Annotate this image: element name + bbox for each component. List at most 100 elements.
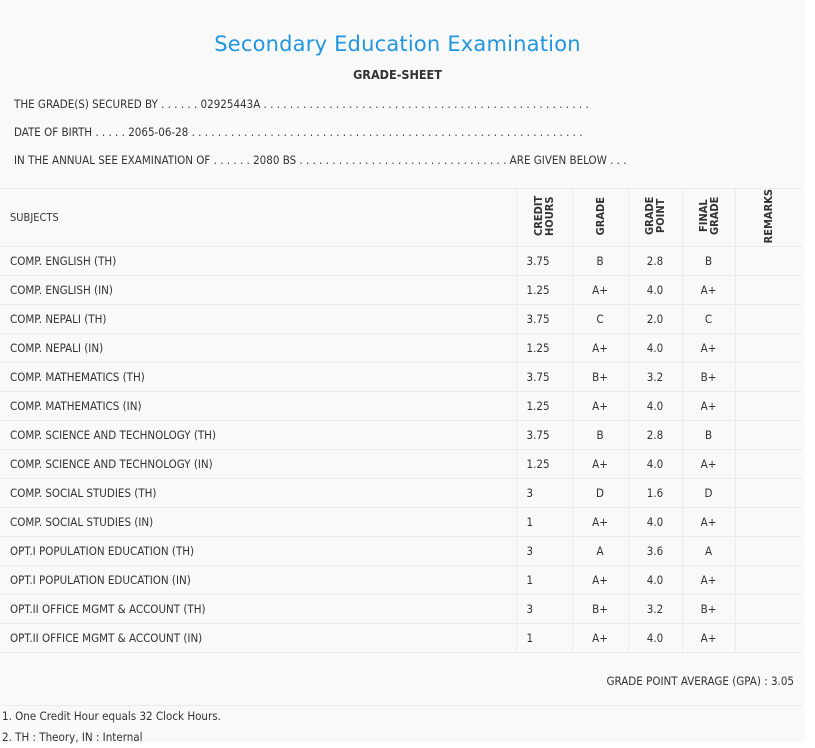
grade-point-cell: 4.0 [627, 275, 682, 305]
grade-point-cell: 2.8 [627, 420, 682, 450]
table-row: COMP. ENGLISH (IN) 1.25 A+ 4.0 A+ [0, 275, 802, 305]
grade-point-cell: 4.0 [627, 449, 682, 479]
final-grade-cell: B+ [681, 362, 735, 392]
final-grade-cell: D [681, 478, 735, 508]
grade-cell: C [571, 304, 628, 334]
gpa-summary: GRADE POINT AVERAGE (GPA) : 3.05 [0, 652, 802, 709]
final-grade-cell: A+ [681, 275, 735, 305]
credit-hours-cell: 3.75 [515, 246, 572, 276]
subject-cell: COMP. ENGLISH (IN) [0, 275, 516, 305]
grade-cell: A [571, 536, 628, 566]
grade-point-cell: 4.0 [627, 565, 682, 595]
credit-hours-cell: 1 [515, 507, 572, 537]
header-grade-point: GRADE POINT [643, 196, 667, 236]
table-row: COMP. SCIENCE AND TECHNOLOGY (IN) 1.25 A+ 4… [0, 449, 802, 479]
grade-point-cell: 4.0 [627, 507, 682, 537]
subject-cell: COMP. NEPALI (TH) [0, 304, 516, 334]
note-item: 2. TH : Theory, IN : Internal [2, 730, 143, 744]
final-grade-cell: B+ [681, 594, 735, 624]
subject-cell: OPT.I POPULATION EDUCATION (TH) [0, 536, 516, 566]
table-row: COMP. ENGLISH (TH) 3.75 B 2.8 B [0, 246, 802, 276]
grade-point-cell: 3.6 [627, 536, 682, 566]
grade-cell: B+ [571, 594, 628, 624]
remarks-cell [734, 536, 802, 566]
remarks-cell [734, 565, 802, 595]
grade-cell: A+ [571, 507, 628, 537]
page-subtitle: GRADE-SHEET [353, 67, 442, 82]
subject-cell: COMP. SCIENCE AND TECHNOLOGY (IN) [0, 449, 516, 479]
table-row: COMP. SCIENCE AND TECHNOLOGY (TH) 3.75 B 2.… [0, 420, 802, 450]
credit-hours-cell: 3.75 [515, 362, 572, 392]
credit-hours-cell: 1.25 [515, 391, 572, 421]
table-row: OPT.I POPULATION EDUCATION (IN) 1 A+ 4.0 A+ [0, 565, 802, 595]
final-grade-cell: A+ [681, 565, 735, 595]
final-grade-cell: A+ [681, 391, 735, 421]
grade-cell: B [571, 420, 628, 450]
remarks-cell [734, 391, 802, 421]
credit-hours-cell: 3.75 [515, 420, 572, 450]
credit-hours-cell: 3 [515, 536, 572, 566]
notes: 1. One Credit Hour equals 32 Clock Hours… [2, 705, 802, 748]
exam-line: IN THE ANNUAL SEE EXAMINATION OF . . . .… [14, 153, 627, 167]
subject-cell: COMP. SOCIAL STUDIES (TH) [0, 478, 516, 508]
credit-hours-cell: 1 [515, 623, 572, 653]
header-credit-hours: CREDIT HOURS [532, 195, 556, 237]
remarks-cell [734, 594, 802, 624]
table-row: OPT.I POPULATION EDUCATION (TH) 3 A 3.6 A [0, 536, 802, 566]
grade-point-cell: 3.2 [627, 594, 682, 624]
grade-point-cell: 3.2 [627, 362, 682, 392]
subject-cell: OPT.II OFFICE MGMT & ACCOUNT (TH) [0, 594, 516, 624]
credit-hours-cell: 1.25 [515, 333, 572, 363]
header-subjects: SUBJECTS [0, 187, 516, 247]
final-grade-cell: A+ [681, 449, 735, 479]
grade-point-cell: 2.0 [627, 304, 682, 334]
grade-cell: A+ [571, 275, 628, 305]
grade-cell: A+ [571, 623, 628, 653]
table-row: COMP. NEPALI (TH) 3.75 C 2.0 C [0, 304, 802, 334]
grades-table: SUBJECTS CREDIT HOURS GRADE GRADE POINT … [0, 187, 802, 709]
grade-point-cell: 2.8 [627, 246, 682, 276]
note-item: 1. One Credit Hour equals 32 Clock Hours… [2, 709, 221, 723]
credit-hours-cell: 1 [515, 565, 572, 595]
secured-by-line: THE GRADE(S) SECURED BY . . . . . . 0292… [14, 97, 589, 111]
credit-hours-cell: 3.75 [515, 304, 572, 334]
final-grade-cell: A+ [681, 333, 735, 363]
final-grade-cell: C [681, 304, 735, 334]
grade-point-cell: 4.0 [627, 391, 682, 421]
remarks-cell [734, 362, 802, 392]
subject-cell: OPT.I POPULATION EDUCATION (IN) [0, 565, 516, 595]
grade-cell: A+ [571, 391, 628, 421]
grade-cell: A+ [571, 565, 628, 595]
subject-cell: COMP. SOCIAL STUDIES (IN) [0, 507, 516, 537]
header-final-grade: FINAL GRADE [696, 196, 721, 236]
final-grade-cell: B [681, 420, 735, 450]
credit-hours-cell: 1.25 [515, 275, 572, 305]
grade-point-cell: 4.0 [627, 333, 682, 363]
subject-cell: COMP. MATHEMATICS (IN) [0, 391, 516, 421]
grade-cell: D [571, 478, 628, 508]
remarks-cell [734, 478, 802, 508]
final-grade-cell: A [681, 536, 735, 566]
subject-cell: COMP. NEPALI (IN) [0, 333, 516, 363]
subject-cell: COMP. MATHEMATICS (TH) [0, 362, 516, 392]
page-title: Secondary Education Examination [214, 32, 581, 56]
grade-cell: B+ [571, 362, 628, 392]
remarks-cell [734, 246, 802, 276]
grade-cell: A+ [571, 333, 628, 363]
table-row: COMP. NEPALI (IN) 1.25 A+ 4.0 A+ [0, 333, 802, 363]
credit-hours-cell: 3 [515, 478, 572, 508]
remarks-cell [734, 304, 802, 334]
table-row: COMP. SOCIAL STUDIES (TH) 3 D 1.6 D [0, 478, 802, 508]
grade-cell: B [571, 246, 628, 276]
credit-hours-cell: 1.25 [515, 449, 572, 479]
header-grade: GRADE [593, 196, 607, 236]
final-grade-cell: B [681, 246, 735, 276]
grade-point-cell: 1.6 [627, 478, 682, 508]
table-row: OPT.II OFFICE MGMT & ACCOUNT (TH) 3 B+ 3.2 B… [0, 594, 802, 624]
header-remarks: REMARKS [762, 189, 776, 244]
table-row: OPT.II OFFICE MGMT & ACCOUNT (IN) 1 A+ 4.0 A… [0, 623, 802, 653]
final-grade-cell: A+ [681, 507, 735, 537]
remarks-cell [734, 623, 802, 653]
subject-cell: OPT.II OFFICE MGMT & ACCOUNT (IN) [0, 623, 516, 653]
remarks-cell [734, 449, 802, 479]
